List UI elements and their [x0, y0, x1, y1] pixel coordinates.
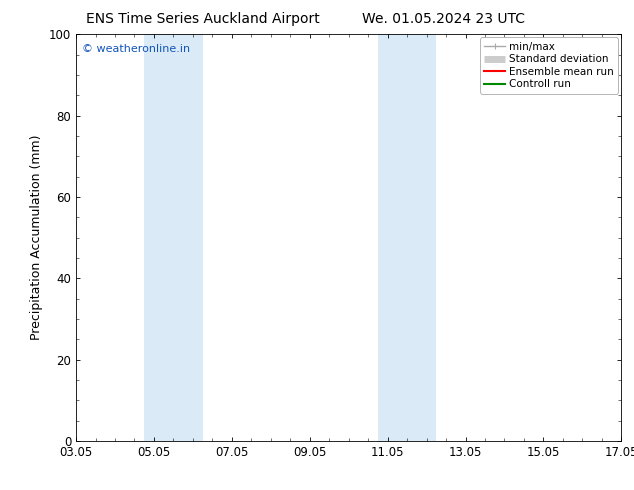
Bar — [144, 34, 203, 441]
Legend: min/max, Standard deviation, Ensemble mean run, Controll run: min/max, Standard deviation, Ensemble me… — [480, 37, 618, 94]
Text: ENS Time Series Auckland Airport: ENS Time Series Auckland Airport — [86, 12, 320, 26]
Text: We. 01.05.2024 23 UTC: We. 01.05.2024 23 UTC — [362, 12, 526, 26]
Bar — [378, 34, 436, 441]
Y-axis label: Precipitation Accumulation (mm): Precipitation Accumulation (mm) — [30, 135, 43, 341]
Text: © weatheronline.in: © weatheronline.in — [82, 45, 190, 54]
